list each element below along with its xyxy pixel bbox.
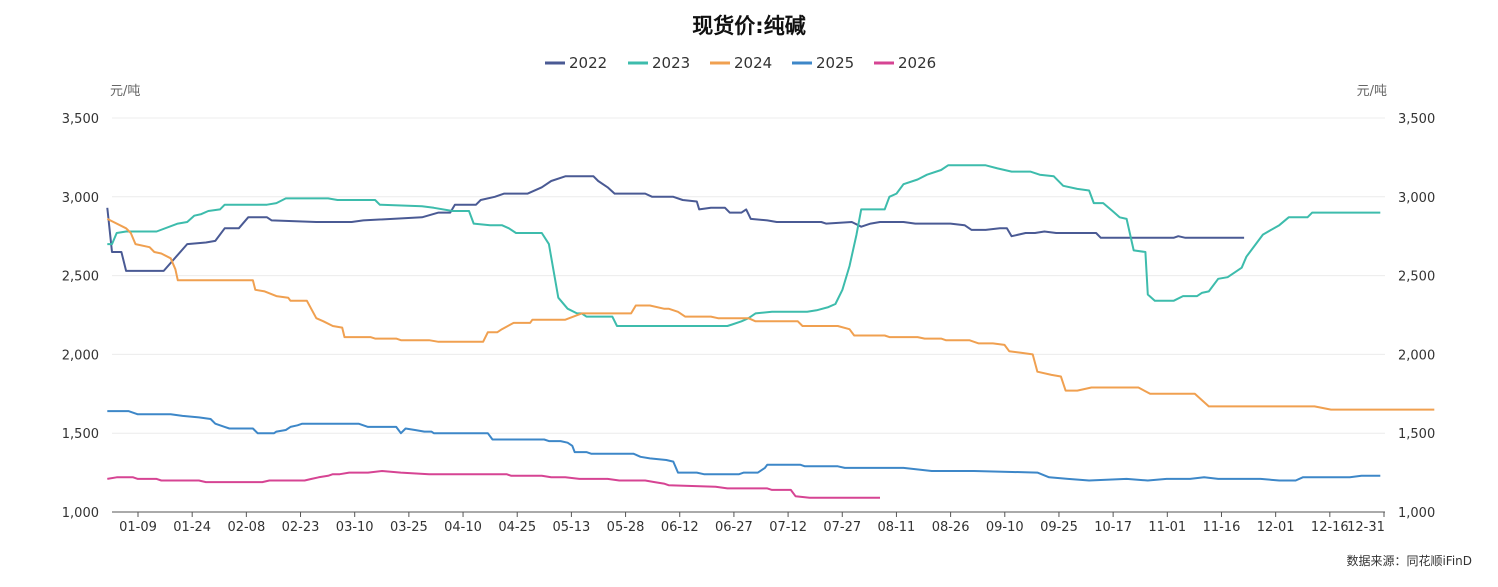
x-tick-label: 07-27 bbox=[823, 520, 861, 535]
legend-item-2022[interactable]: 2022 bbox=[545, 54, 607, 72]
series-lines[interactable] bbox=[106, 164, 1435, 499]
series-line-2025[interactable] bbox=[107, 410, 1381, 482]
chart-title: 现货价:纯碱 bbox=[692, 14, 805, 38]
y-tick-label-right: 2,000 bbox=[1398, 348, 1435, 363]
legend-label: 2024 bbox=[734, 54, 772, 72]
y-tick-label-left: 2,500 bbox=[62, 270, 99, 285]
y-unit-left: 元/吨 bbox=[110, 84, 140, 99]
series-line-2022[interactable] bbox=[106, 175, 1245, 272]
series-line-2023[interactable] bbox=[107, 164, 1381, 327]
x-tick-label: 03-25 bbox=[390, 520, 428, 535]
y-unit-right: 元/吨 bbox=[1357, 84, 1387, 99]
x-tick-label: 09-10 bbox=[986, 520, 1024, 535]
x-tick-label: 12-16 bbox=[1311, 520, 1349, 535]
x-tick-label: 10-17 bbox=[1094, 520, 1132, 535]
x-tick-label: 08-26 bbox=[932, 520, 970, 535]
y-tick-label-left: 3,500 bbox=[62, 112, 99, 127]
x-tick-label: 02-08 bbox=[227, 520, 265, 535]
x-tick-label: 02-23 bbox=[282, 520, 320, 535]
x-tick-label: 09-25 bbox=[1040, 520, 1078, 535]
x-tick-label: 01-09 bbox=[119, 520, 157, 535]
legend-item-2025[interactable]: 2025 bbox=[792, 54, 854, 72]
y-tick-label-right: 1,000 bbox=[1398, 506, 1435, 521]
grid-lines bbox=[112, 117, 1385, 434]
y-tick-label-left: 3,000 bbox=[62, 191, 99, 206]
legend[interactable]: 2022 2023 2024 2025 2026 bbox=[545, 54, 936, 72]
x-axis: 01-09 01-24 02-08 02-23 03-10 03-25 04-10 04-25… bbox=[112, 511, 1385, 535]
x-tick-label: 05-13 bbox=[553, 520, 591, 535]
x-tick-label: 05-28 bbox=[607, 520, 645, 535]
x-tick-label: 01-24 bbox=[173, 520, 211, 535]
y-tick-label-right: 2,500 bbox=[1398, 270, 1435, 285]
x-tick-label: 03-10 bbox=[336, 520, 374, 535]
legend-label: 2022 bbox=[569, 54, 607, 72]
legend-label: 2023 bbox=[652, 54, 690, 72]
series-line-2024[interactable] bbox=[106, 218, 1435, 411]
legend-item-2023[interactable]: 2023 bbox=[628, 54, 690, 72]
y-tick-label-left: 2,000 bbox=[62, 348, 99, 363]
x-tick-label: 11-01 bbox=[1148, 520, 1186, 535]
source-note: 数据来源：同花顺iFinD bbox=[1346, 553, 1472, 568]
x-tick-label: 12-31 bbox=[1347, 520, 1385, 535]
x-tick-label: 07-12 bbox=[769, 520, 807, 535]
legend-item-2026[interactable]: 2026 bbox=[874, 54, 936, 72]
legend-label: 2025 bbox=[816, 54, 854, 72]
x-tick-label: 06-27 bbox=[715, 520, 753, 535]
y-tick-label-left: 1,500 bbox=[62, 427, 99, 442]
y-axis-right: 1,000 1,500 2,000 2,500 3,000 3,500 bbox=[1398, 112, 1435, 521]
y-tick-label-right: 1,500 bbox=[1398, 427, 1435, 442]
y-tick-label-right: 3,000 bbox=[1398, 191, 1435, 206]
legend-label: 2026 bbox=[898, 54, 936, 72]
x-tick-label: 04-10 bbox=[444, 520, 482, 535]
x-tick-label: 06-12 bbox=[661, 520, 699, 535]
x-tick-label: 04-25 bbox=[498, 520, 536, 535]
legend-item-2024[interactable]: 2024 bbox=[710, 54, 772, 72]
series-line-2026[interactable] bbox=[107, 470, 880, 499]
y-tick-label-right: 3,500 bbox=[1398, 112, 1435, 127]
x-tick-label: 08-11 bbox=[878, 520, 916, 535]
x-tick-label: 11-16 bbox=[1203, 520, 1241, 535]
x-tick-label: 12-01 bbox=[1257, 520, 1295, 535]
y-axis-left: 1,000 1,500 2,000 2,500 3,000 3,500 bbox=[62, 112, 99, 521]
y-tick-label-left: 1,000 bbox=[62, 506, 99, 521]
